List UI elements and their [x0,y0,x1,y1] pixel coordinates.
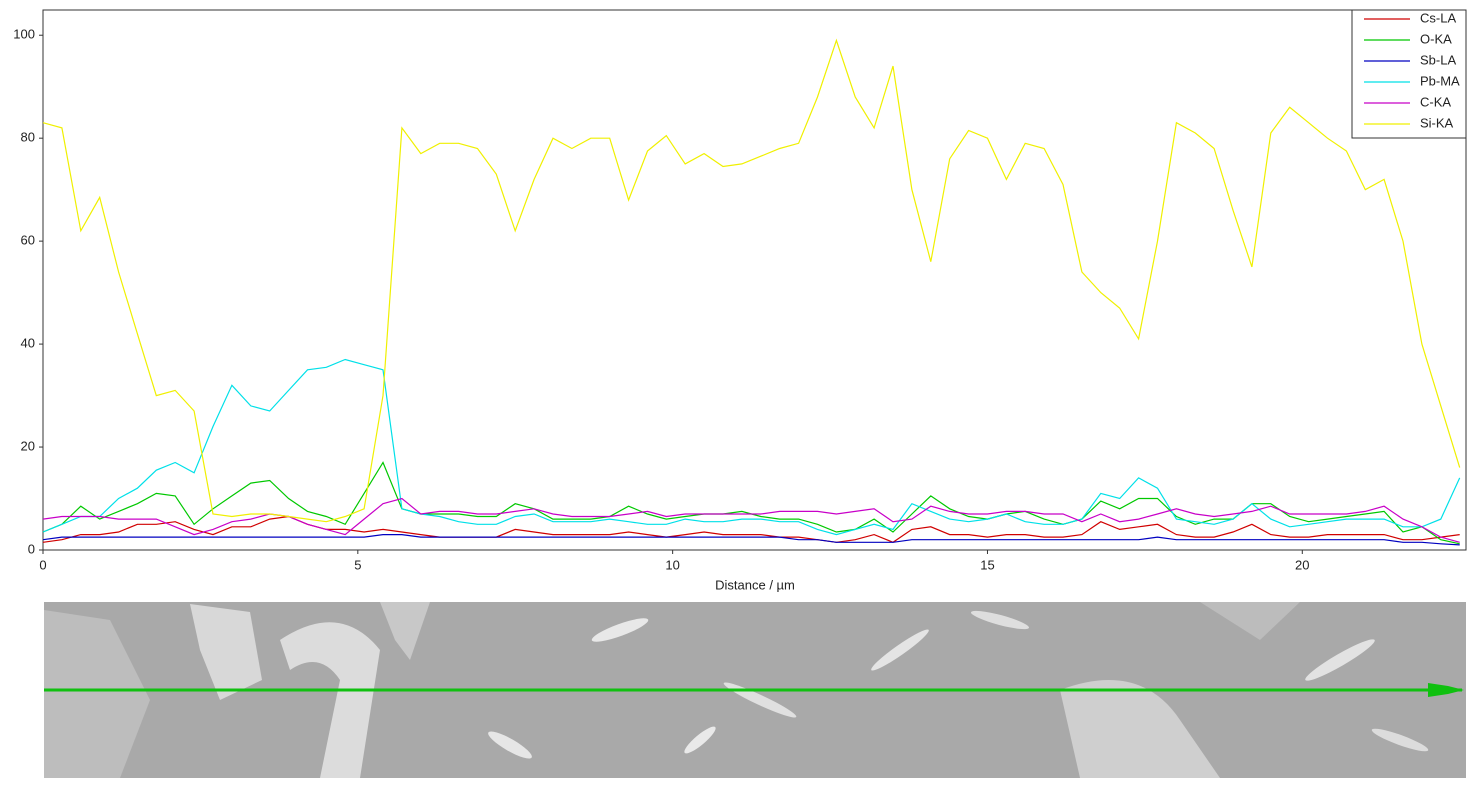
data-line [42,534,1460,546]
x-tick-label: 0 [39,557,46,572]
y-tick-label: 80 [21,130,35,145]
y-tick-label: 20 [21,438,35,453]
plot-frame [42,9,1467,551]
data-line [42,497,1460,543]
legend-label: O-KA [1420,31,1452,46]
data-line [42,461,1460,545]
y-tick-label: 100 [13,27,35,42]
legend-label: C-KA [1420,94,1451,109]
x-tick-label: 5 [354,557,361,572]
legend-label: Sb-LA [1420,52,1456,67]
x-tick-label: 20 [1295,557,1309,572]
x-tick-label: 15 [980,557,994,572]
y-tick-label: 40 [21,336,35,351]
legend-label: Cs-LA [1420,10,1456,25]
legend-label: Pb-MA [1420,73,1460,88]
y-tick-label: 60 [21,233,35,248]
sem-image [44,602,1466,778]
y-tick-label: 0 [28,541,35,556]
legend-box [1351,9,1467,139]
x-axis-label: Distance / µm [715,577,795,592]
data-line [42,358,1461,536]
data-line [42,515,1460,543]
legend-label: Si-KA [1420,115,1454,130]
x-tick-label: 10 [665,557,679,572]
data-line [42,38,1461,523]
